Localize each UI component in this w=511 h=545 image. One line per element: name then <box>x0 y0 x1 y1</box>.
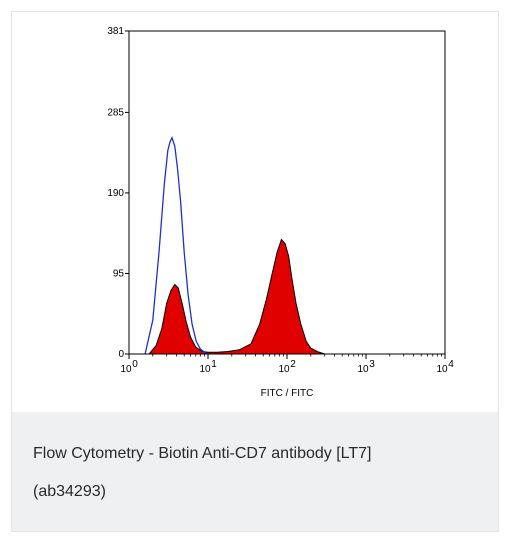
x-tick-label: 10 <box>120 364 132 375</box>
series-line-histogram <box>144 136 209 355</box>
y-tick-label: 190 <box>107 188 124 199</box>
caption-area: Flow Cytometry - Biotin Anti-CD7 antibod… <box>12 412 498 531</box>
x-tick-label: 10 <box>357 364 369 375</box>
caption-line-1: Flow Cytometry - Biotin Anti-CD7 antibod… <box>33 445 372 462</box>
x-tick-exponent: 0 <box>132 359 138 370</box>
x-axis-label: FITC / FITC <box>261 388 314 399</box>
x-tick-label: 10 <box>436 364 448 375</box>
x-tick-exponent: 1 <box>211 359 217 370</box>
x-tick-exponent: 4 <box>448 359 454 370</box>
flow-cytometry-figure: 0 95 190 285 381 10 0 10 1 10 2 10 3 10 4 FITC / FITC <box>12 12 498 412</box>
figure-card: 0 95 190 285 381 10 0 10 1 10 2 10 3 10 4 FITC / FITC … <box>11 11 499 532</box>
y-tick-label: 95 <box>113 268 125 279</box>
x-tick-exponent: 3 <box>369 359 375 370</box>
y-tick-label: 0 <box>118 349 124 360</box>
x-tick-exponent: 2 <box>290 359 296 370</box>
figure-caption: Flow Cytometry - Biotin Anti-CD7 antibod… <box>33 435 483 511</box>
y-tick-label: 381 <box>107 26 124 37</box>
series-filled-histogram <box>148 238 325 355</box>
x-tick-label: 10 <box>199 364 211 375</box>
y-tick-label: 285 <box>107 107 124 118</box>
caption-line-2: (ab34293) <box>33 483 106 500</box>
x-tick-label: 10 <box>278 364 290 375</box>
